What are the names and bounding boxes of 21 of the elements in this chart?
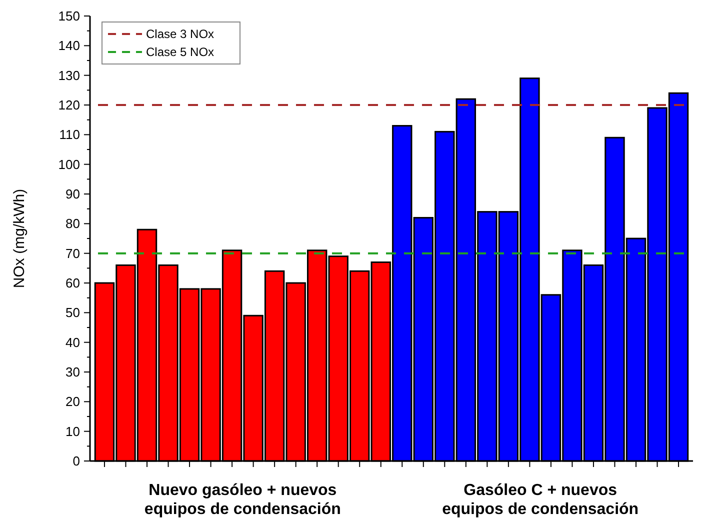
y-tick-label: 100 bbox=[58, 156, 80, 172]
y-tick-label: 140 bbox=[58, 38, 80, 54]
y-tick-label: 70 bbox=[66, 246, 80, 261]
y-tick-label: 0 bbox=[72, 454, 80, 469]
text: Gasóleo C + nuevos equipos de condensación bbox=[442, 482, 639, 518]
y-tick-label: 20 bbox=[66, 394, 80, 410]
y-tick-label: 120 bbox=[58, 98, 80, 113]
y-tick-label: 40 bbox=[66, 334, 80, 350]
y-tick-label: 30 bbox=[66, 364, 80, 380]
y-tick-label: 80 bbox=[66, 216, 80, 232]
y-tick-label: 110 bbox=[59, 127, 80, 142]
y-tick-label: 90 bbox=[66, 186, 80, 202]
y-tick-label: 10 bbox=[66, 424, 80, 439]
legend-label: Clase 3 NOx bbox=[146, 27, 214, 42]
y-tick-label: 130 bbox=[58, 68, 80, 83]
y-tick-label: 60 bbox=[66, 276, 80, 291]
legend-label: Clase 5 NOx bbox=[146, 45, 214, 60]
y-axis-title: NOx (mg/kWh) bbox=[11, 188, 28, 288]
text: Nuevo gasóleo + nuevos equipos de condensación bbox=[144, 482, 341, 518]
y-tick-label: 50 bbox=[66, 305, 80, 320]
y-tick-label: 150 bbox=[58, 8, 80, 24]
